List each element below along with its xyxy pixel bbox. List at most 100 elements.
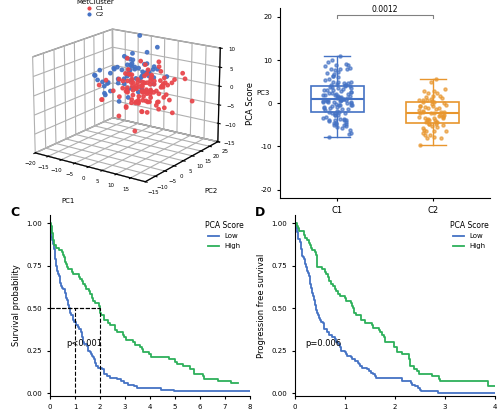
Point [432,90,440,96]
Point [332,120,340,126]
Point [342,65,350,72]
Point [426,78,434,85]
Point [438,121,446,128]
Y-axis label: Progression free survival: Progression free survival [257,254,266,358]
Point [420,124,428,131]
Point [347,102,355,109]
Point [344,105,352,112]
Point [337,94,345,100]
Point [320,104,328,111]
Point [442,128,450,134]
Point [325,76,333,83]
Point [432,121,440,127]
Point [347,79,355,85]
Point [347,99,355,105]
Point [328,56,336,63]
Point [334,123,342,130]
Point [340,116,348,123]
Point [344,91,352,97]
Point [347,89,355,96]
Point [426,110,434,116]
Point [326,84,334,90]
Point [441,86,449,93]
Point [426,131,434,138]
Point [419,97,427,104]
Point [436,134,444,141]
Point [436,93,444,100]
Point [336,102,344,108]
Point [432,105,440,112]
Point [420,129,428,136]
Point [440,115,448,121]
Point [346,100,354,106]
Point [328,109,336,116]
Point [334,78,342,85]
Point [325,90,333,96]
Point [330,66,338,73]
X-axis label: Cluster: Cluster [370,221,400,230]
Point [440,100,448,107]
Point [332,91,340,98]
Point [430,99,438,105]
Point [427,95,435,102]
Point [332,109,340,116]
Point [332,107,340,114]
Point [320,87,328,93]
Point [436,112,444,119]
Point [344,100,351,107]
Point [336,52,344,59]
Point [346,93,354,100]
Point [340,122,347,128]
Point [321,63,329,69]
Point [332,121,340,128]
Point [425,117,433,123]
Point [333,95,341,101]
Point [321,107,329,113]
Point [328,90,336,96]
Y-axis label: PCA Score: PCA Score [246,82,256,125]
Point [430,128,438,134]
Point [327,82,335,88]
Point [330,121,338,128]
Legend: Low, High: Low, High [202,218,246,252]
Text: A: A [10,0,19,2]
Point [324,58,332,65]
Point [424,116,432,122]
Text: C: C [10,206,19,218]
Point [323,69,331,76]
Point [347,89,355,95]
Point [319,99,327,105]
Point [338,124,346,131]
Point [423,116,431,123]
Point [344,62,352,69]
Point [442,102,450,108]
Point [328,84,336,91]
Text: p<0.001: p<0.001 [66,339,102,348]
Point [440,109,448,115]
Point [438,95,446,101]
Point [420,88,428,94]
Point [324,87,332,94]
Point [336,116,344,123]
Point [414,107,422,114]
Point [325,118,333,124]
Point [336,95,344,102]
Point [329,73,337,80]
Point [344,131,352,138]
Point [432,123,440,130]
Point [440,112,448,119]
Point [332,100,340,107]
Point [423,97,431,103]
Point [428,123,436,130]
Point [320,104,328,111]
Point [319,114,327,121]
Text: 0.0012: 0.0012 [372,5,398,14]
Point [428,101,436,108]
Point [332,90,340,97]
Point [342,117,349,123]
Point [324,99,332,106]
Point [326,116,334,123]
Point [337,87,345,94]
Point [336,98,344,104]
Point [336,95,344,101]
